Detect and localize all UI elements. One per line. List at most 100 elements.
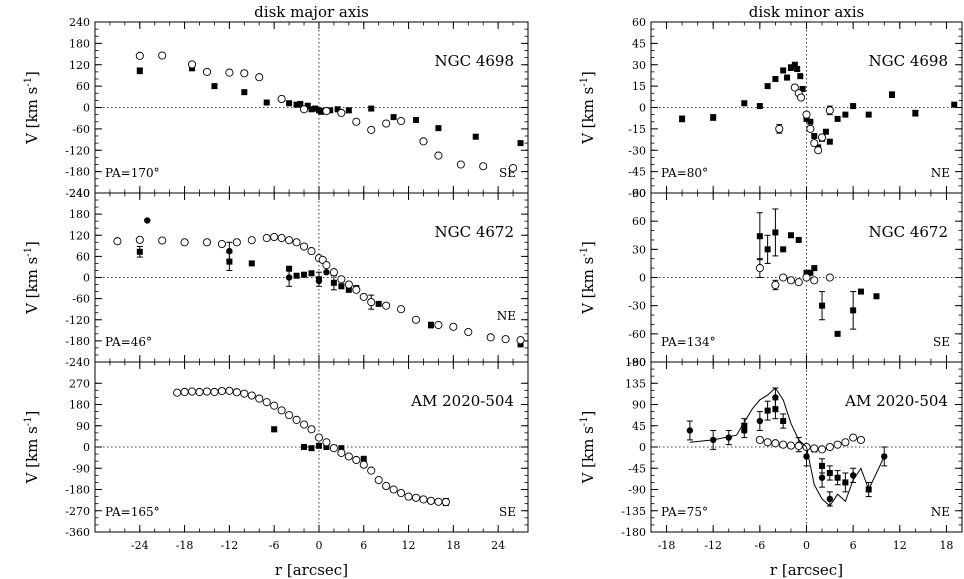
stellar-velocity-point [375, 300, 382, 307]
gas-velocity-point [299, 242, 309, 251]
stellar-velocity-point-circle [818, 474, 826, 481]
gas-velocity-point [344, 452, 353, 461]
position-angle-label: PA=75° [661, 505, 708, 519]
position-angle-label: PA=165° [105, 505, 160, 519]
gas-velocity-point [779, 273, 788, 282]
stellar-velocity-point [308, 270, 315, 277]
stellar-velocity-point [301, 444, 308, 450]
gas-velocity-point [814, 146, 823, 155]
gas-velocity-point [225, 68, 234, 77]
gas-velocity-point [277, 406, 286, 415]
panel-4: -90 -60 -30 0 30 60 90 V [km s-1] NGC 4672 PA=134… [579, 187, 963, 369]
gas-velocity-point [449, 322, 458, 331]
gas-velocity-point [779, 440, 788, 449]
gas-velocity-point [397, 488, 406, 498]
stellar-velocity-point [857, 288, 864, 295]
stellar-velocity-point [787, 64, 794, 71]
gas-velocity-point [818, 133, 827, 142]
gas-velocity-point [397, 305, 406, 314]
stellar-velocity-point [304, 102, 311, 109]
stellar-velocity-point [834, 474, 841, 481]
gas-velocity-point [810, 139, 819, 148]
gas-velocity-point [501, 335, 510, 344]
stellar-velocity-point [334, 106, 341, 113]
y-tick-label: -45 [628, 462, 646, 475]
stellar-velocity-point [780, 246, 787, 253]
x-axis-label: r [arcsec] [770, 561, 843, 579]
stellar-velocity-point [764, 246, 771, 253]
panel-3: -240 -180 -120 -60 0 60 120 180 240 V [km s-1] NGC… [23, 187, 529, 369]
gas-velocity-point [240, 389, 249, 398]
y-tick-label: -30 [628, 144, 646, 157]
gas-velocity-point [367, 466, 376, 475]
gas-velocity-point [763, 438, 772, 447]
x-tick-label: -12 [704, 539, 722, 552]
stellar-velocity-point-circle [741, 427, 748, 434]
stellar-velocity-point [834, 115, 841, 122]
x-tick-label: -18 [176, 539, 194, 552]
x-tick-label: 18 [939, 539, 953, 552]
gas-velocity-point [329, 444, 338, 453]
stellar-velocity-point [951, 101, 958, 108]
y-tick-label: -15 [628, 123, 646, 136]
stellar-velocity-point [241, 89, 248, 96]
model-curve [689, 387, 885, 507]
gas-velocity-point [397, 116, 406, 126]
gas-velocity-point [833, 440, 842, 449]
y-tick-label: 180 [69, 37, 90, 50]
gas-velocity-point [790, 83, 799, 92]
y-tick-label: 0 [83, 441, 90, 454]
stellar-velocity-point [211, 83, 218, 90]
y-tick-label: 0 [639, 102, 646, 115]
gas-velocity-point [810, 276, 819, 285]
stellar-velocity-point-circle [686, 427, 694, 434]
x-tick-label: -18 [658, 539, 676, 552]
gas-velocity-point [262, 234, 271, 243]
side-label: NE [931, 166, 950, 180]
y-tick-label: 180 [69, 208, 90, 221]
stellar-velocity-point [807, 118, 814, 125]
y-tick-label: -360 [65, 526, 90, 539]
gas-velocity-point [225, 386, 234, 395]
x-tick-label: 18 [446, 539, 460, 552]
gas-velocity-point [307, 425, 316, 434]
stellar-velocity-point-circle [756, 417, 764, 425]
stellar-velocity-point [427, 322, 434, 329]
stellar-velocity-point [794, 66, 801, 73]
y-tick-label: 0 [83, 102, 90, 115]
y-tick-label: 45 [632, 37, 646, 50]
gas-velocity-point [419, 137, 428, 146]
gas-velocity-point [426, 496, 435, 505]
stellar-velocity-point [315, 442, 322, 449]
y-axis-label: V [km s-1] [579, 71, 597, 145]
stellar-velocity-point [297, 100, 304, 107]
gas-velocity-point [240, 69, 249, 78]
stellar-velocity-point [301, 271, 308, 278]
y-tick-label: -90 [72, 462, 90, 475]
stellar-velocity-point [797, 73, 804, 80]
gas-velocity-point [797, 93, 806, 102]
gas-velocity-point [367, 298, 376, 307]
y-tick-label: 90 [632, 187, 646, 200]
gas-velocity-point [411, 493, 421, 502]
stellar-velocity-point [323, 444, 330, 450]
stellar-velocity-point-circle [315, 277, 323, 285]
position-angle-label: PA=170° [105, 166, 160, 180]
y-tick-label: -120 [65, 314, 90, 327]
gas-velocity-point [367, 125, 376, 134]
stellar-velocity-point [865, 111, 872, 118]
stellar-velocity-point [472, 133, 479, 140]
data-layer [679, 61, 958, 155]
stellar-velocity-point [517, 140, 524, 147]
gas-velocity-point [322, 261, 331, 270]
gas-velocity-point [775, 124, 784, 133]
stellar-velocity-point [811, 265, 818, 272]
stellar-velocity-point [795, 236, 802, 243]
stellar-velocity-point-circle [772, 394, 779, 401]
y-tick-label: -60 [72, 123, 90, 136]
column-title: disk major axis [254, 3, 369, 21]
y-tick-label: -60 [72, 293, 90, 306]
side-label: SE [933, 335, 950, 349]
x-tick-label: -24 [131, 539, 149, 552]
